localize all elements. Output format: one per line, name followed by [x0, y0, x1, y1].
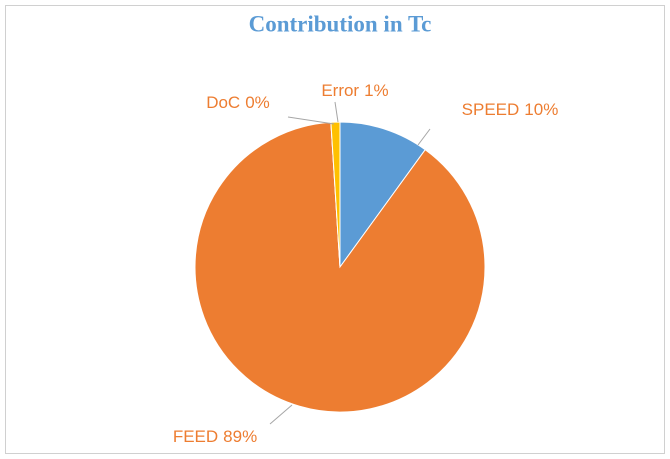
value-label: 1%: [364, 81, 389, 100]
leader-line: [334, 101, 339, 123]
data-label: DoC 0%: [206, 93, 270, 112]
pie-slice: [339, 121, 426, 269]
value-label: 10%: [524, 100, 558, 119]
pie-slice: [194, 121, 486, 413]
value-label: 89%: [223, 427, 257, 446]
pie: [194, 121, 486, 413]
leader-line: [417, 128, 431, 146]
category-name: DoC: [206, 93, 240, 112]
leader-line: [269, 404, 293, 425]
data-label: Error 1%: [321, 81, 388, 100]
leader-line: [287, 116, 335, 125]
category-name: FEED: [173, 427, 218, 446]
category-name: SPEED: [462, 100, 520, 119]
pie-slice: [330, 121, 341, 268]
chart-title: Contribution in Tc: [249, 11, 432, 36]
value-label: 0%: [245, 93, 270, 112]
data-label: SPEED 10%: [462, 100, 559, 119]
labels: SPEED 10% FEED 89% DoC 0% Error 1%: [173, 81, 559, 446]
category-name: Error: [321, 81, 359, 100]
data-label: FEED 89%: [173, 427, 257, 446]
